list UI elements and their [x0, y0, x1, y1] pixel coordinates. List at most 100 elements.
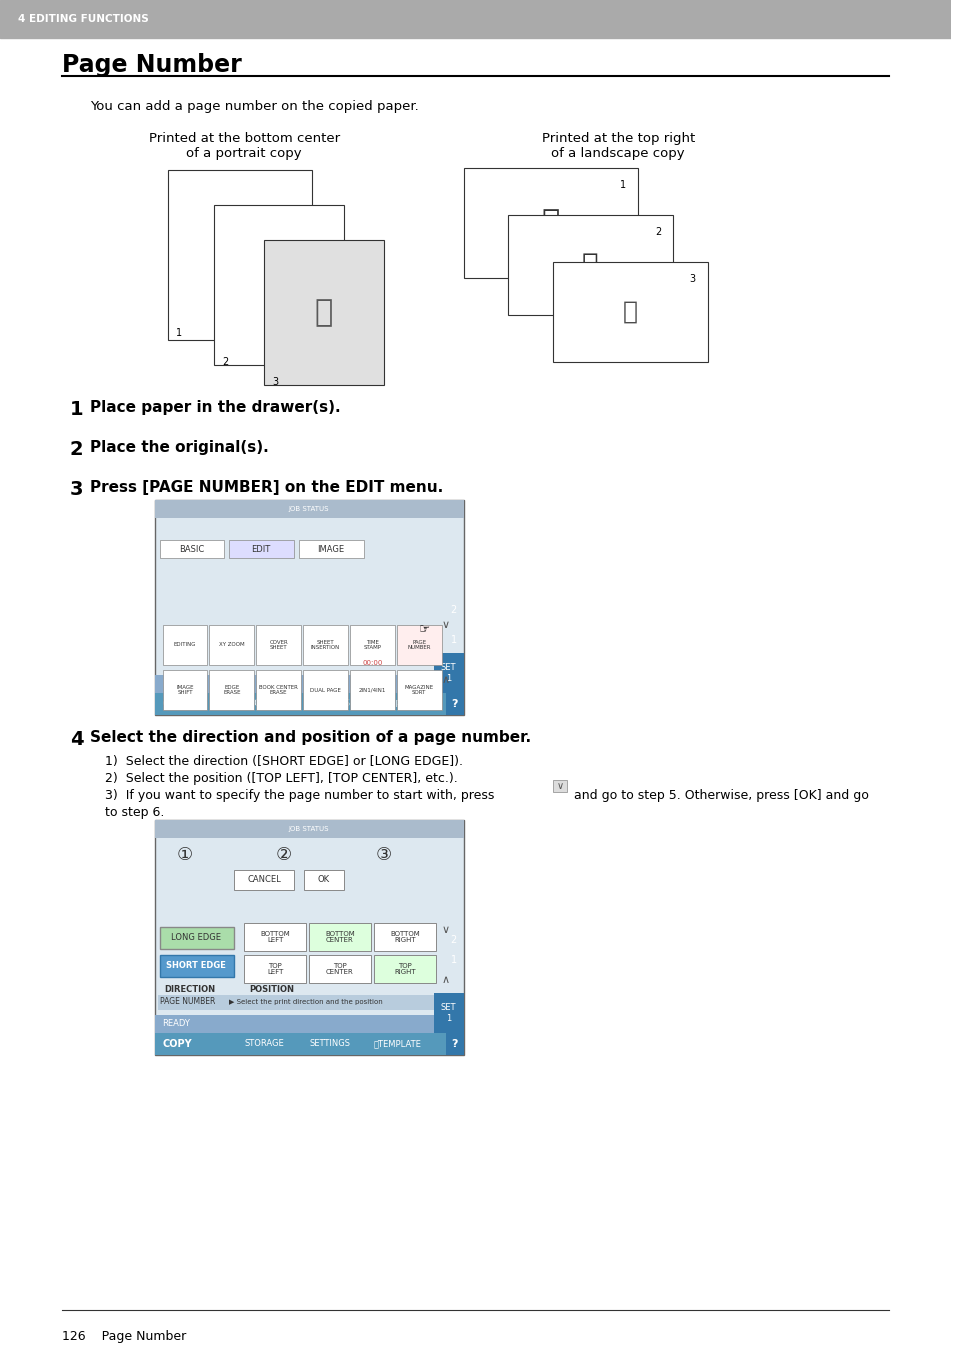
- Text: SHEET
INSERTION: SHEET INSERTION: [311, 639, 340, 650]
- Text: 2: 2: [654, 227, 660, 236]
- Bar: [445, 1034, 463, 1055]
- Bar: [154, 820, 463, 838]
- Text: ☞: ☞: [418, 624, 430, 636]
- Text: STORAGE: STORAGE: [244, 1039, 284, 1048]
- Text: LONG EDGE: LONG EDGE: [172, 934, 221, 943]
- Bar: [214, 205, 344, 365]
- Text: IMAGE: IMAGE: [317, 544, 344, 554]
- Bar: [154, 693, 463, 715]
- Text: Place the original(s).: Place the original(s).: [90, 440, 268, 455]
- Text: ⭐TEMPLATE: ⭐TEMPLATE: [374, 1039, 421, 1048]
- Text: 🐳: 🐳: [540, 208, 558, 238]
- Text: SET
1: SET 1: [440, 663, 456, 682]
- Text: 2: 2: [222, 357, 229, 367]
- Text: 4 EDITING FUNCTIONS: 4 EDITING FUNCTIONS: [18, 14, 149, 24]
- Text: 🦩: 🦩: [228, 236, 251, 274]
- Bar: [463, 168, 638, 278]
- Bar: [553, 262, 707, 362]
- Text: You can add a page number on the copied paper.: You can add a page number on the copied …: [90, 100, 418, 113]
- Text: 🐬: 🐬: [581, 251, 598, 280]
- Text: COPY: COPY: [162, 1039, 192, 1048]
- Bar: [154, 500, 463, 715]
- Text: 4: 4: [70, 730, 83, 748]
- Bar: [0, 0, 950, 38]
- Text: Press [PAGE NUMBER] on the EDIT menu.: Press [PAGE NUMBER] on the EDIT menu.: [90, 480, 442, 494]
- Text: Printed at the top right
of a landscape copy: Printed at the top right of a landscape …: [541, 132, 694, 159]
- Bar: [434, 993, 463, 1034]
- Bar: [396, 626, 441, 665]
- Bar: [154, 1015, 434, 1034]
- Text: and go to step 5. Otherwise, press [OK] and go: and go to step 5. Otherwise, press [OK] …: [570, 789, 868, 802]
- Text: JOB STATUS: JOB STATUS: [289, 507, 329, 512]
- Text: COPY: COPY: [162, 698, 192, 709]
- Bar: [234, 870, 294, 890]
- Bar: [154, 1034, 463, 1055]
- Bar: [299, 540, 363, 558]
- Bar: [350, 626, 395, 665]
- Bar: [162, 626, 207, 665]
- Bar: [154, 820, 463, 1055]
- Text: 2IN1/4IN1: 2IN1/4IN1: [358, 688, 386, 693]
- Text: OK: OK: [317, 875, 330, 885]
- Bar: [244, 955, 306, 984]
- Text: ∨: ∨: [441, 620, 449, 630]
- Text: TIME
STAMP: TIME STAMP: [363, 639, 381, 650]
- Bar: [229, 540, 294, 558]
- Bar: [162, 670, 207, 711]
- Text: TOP
CENTER: TOP CENTER: [326, 962, 354, 975]
- Text: COVER
SHEET: COVER SHEET: [269, 639, 288, 650]
- Text: SETTINGS: SETTINGS: [309, 700, 350, 708]
- Text: SETTINGS: SETTINGS: [309, 1039, 350, 1048]
- Text: 1: 1: [619, 180, 625, 190]
- Text: 3: 3: [689, 274, 695, 284]
- Bar: [209, 670, 254, 711]
- Text: Printed at the bottom center
of a portrait copy: Printed at the bottom center of a portra…: [149, 132, 339, 159]
- Text: IMAGE
SHIFT: IMAGE SHIFT: [176, 685, 193, 696]
- Text: BOTTOM
RIGHT: BOTTOM RIGHT: [390, 931, 419, 943]
- Text: STORAGE: STORAGE: [244, 700, 284, 708]
- Text: EDIT: EDIT: [252, 544, 271, 554]
- Text: 🐧: 🐧: [268, 267, 290, 303]
- Bar: [264, 240, 383, 385]
- Bar: [154, 500, 463, 517]
- Text: BOTTOM
CENTER: BOTTOM CENTER: [325, 931, 355, 943]
- Bar: [159, 927, 234, 948]
- Bar: [434, 653, 463, 693]
- Text: Place paper in the drawer(s).: Place paper in the drawer(s).: [90, 400, 340, 415]
- Bar: [374, 955, 436, 984]
- Text: ▶ Select the print direction and the position: ▶ Select the print direction and the pos…: [229, 998, 383, 1005]
- Bar: [303, 626, 348, 665]
- Text: BASIC: BASIC: [178, 544, 204, 554]
- Text: 3: 3: [272, 377, 278, 386]
- Bar: [209, 626, 254, 665]
- Text: EDGE
ERASE: EDGE ERASE: [223, 685, 240, 696]
- Text: PAGE NUMBER: PAGE NUMBER: [159, 997, 214, 1006]
- Text: DIRECTION: DIRECTION: [164, 985, 215, 994]
- Text: 1)  Select the direction ([SHORT EDGE] or [LONG EDGE]).: 1) Select the direction ([SHORT EDGE] or…: [105, 755, 462, 767]
- Text: READY: READY: [162, 680, 191, 689]
- Text: 1: 1: [450, 955, 456, 965]
- Text: ⭐TEMPLATE: ⭐TEMPLATE: [374, 700, 421, 708]
- Text: to step 6.: to step 6.: [105, 807, 164, 819]
- Text: ?: ?: [451, 1039, 457, 1048]
- Text: 1: 1: [70, 400, 83, 419]
- Text: 🦈: 🦈: [622, 300, 637, 324]
- Text: 1: 1: [175, 328, 181, 338]
- Bar: [244, 923, 306, 951]
- Text: 2: 2: [450, 605, 456, 615]
- Text: ②: ②: [275, 846, 292, 865]
- Text: MAGAZINE
SORT: MAGAZINE SORT: [404, 685, 434, 696]
- Text: ∧: ∧: [441, 975, 449, 985]
- Text: 2: 2: [70, 440, 83, 459]
- Bar: [159, 955, 234, 977]
- Bar: [168, 170, 312, 340]
- Text: ∨: ∨: [557, 781, 563, 790]
- Text: 2)  Select the position ([TOP LEFT], [TOP CENTER], etc.).: 2) Select the position ([TOP LEFT], [TOP…: [105, 771, 456, 785]
- Bar: [309, 955, 371, 984]
- Text: Page Number: Page Number: [62, 53, 241, 77]
- Text: POSITION: POSITION: [249, 985, 294, 994]
- Bar: [396, 670, 441, 711]
- Bar: [445, 693, 463, 715]
- Text: Select the direction and position of a page number.: Select the direction and position of a p…: [90, 730, 530, 744]
- Text: 3: 3: [70, 480, 83, 499]
